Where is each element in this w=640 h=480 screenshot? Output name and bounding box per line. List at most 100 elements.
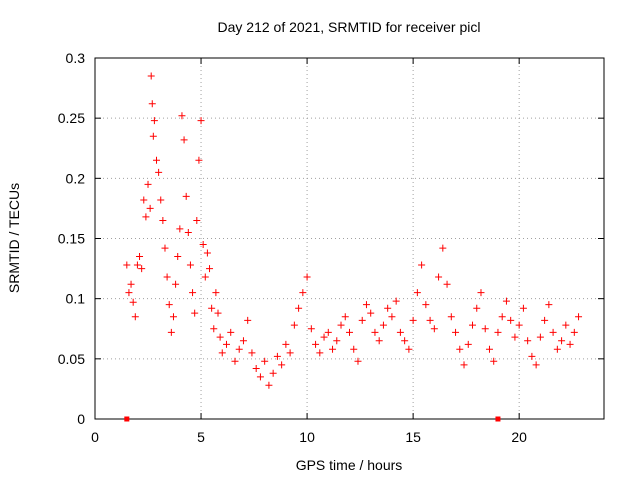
y-tick-label: 0.3: [66, 50, 86, 66]
data-point: [532, 361, 540, 369]
data-point: [456, 345, 464, 353]
data-point: [354, 357, 362, 365]
data-point: [320, 333, 328, 341]
data-point: [362, 301, 370, 309]
data-point: [222, 340, 230, 348]
data-point: [536, 333, 544, 341]
data-point: [206, 265, 214, 273]
data-point: [447, 313, 455, 321]
data-point: [146, 204, 154, 212]
chart-title: Day 212 of 2021, SRMTID for receiver pic…: [218, 19, 481, 35]
y-tick-label: 0.15: [58, 231, 85, 247]
data-point: [566, 340, 574, 348]
data-point: [290, 321, 298, 329]
data-point: [127, 280, 135, 288]
data-point: [163, 273, 171, 281]
data-point: [562, 321, 570, 329]
data-point: [282, 340, 290, 348]
data-point: [498, 313, 506, 321]
data-point: [477, 289, 485, 297]
data-point: [439, 244, 447, 252]
data-point: [392, 297, 400, 305]
data-point: [186, 261, 194, 269]
data-point: [178, 112, 186, 120]
data-point: [464, 340, 472, 348]
data-point: [426, 316, 434, 324]
data-point: [307, 325, 315, 333]
data-point: [502, 297, 510, 305]
data-point: [409, 316, 417, 324]
y-tick-label: 0.05: [58, 351, 85, 367]
data-point: [167, 328, 175, 336]
axis-marker: [495, 416, 501, 422]
x-tick-label: 15: [405, 429, 421, 445]
data-point: [524, 337, 532, 345]
data-point: [248, 349, 256, 357]
data-point: [138, 265, 146, 273]
data-point: [350, 345, 358, 353]
data-point: [430, 325, 438, 333]
data-point: [150, 117, 158, 125]
data-point: [149, 132, 157, 140]
data-point: [553, 345, 561, 353]
y-tick-label: 0: [77, 411, 85, 427]
data-point: [269, 369, 277, 377]
data-point: [303, 273, 311, 281]
data-point: [144, 180, 152, 188]
grid-lines: [95, 58, 604, 419]
data-point: [379, 321, 387, 329]
data-point: [261, 357, 269, 365]
data-point: [346, 328, 353, 336]
data-point: [460, 361, 468, 369]
data-point: [511, 333, 519, 341]
axis-marker: [124, 416, 130, 422]
data-point: [136, 253, 144, 261]
data-point: [203, 249, 211, 257]
data-point: [176, 225, 184, 233]
data-point: [131, 313, 139, 321]
axis-ticks: 0 0.05 0.1 0.15 0.2 0.25 0.3 0 5 10 15 20: [58, 50, 604, 445]
data-point: [197, 117, 205, 125]
x-tick-label: 0: [91, 429, 99, 445]
data-point: [159, 216, 167, 224]
data-point: [575, 313, 583, 321]
data-point: [193, 216, 201, 224]
data-point: [244, 316, 252, 324]
data-point: [367, 309, 375, 317]
data-point: [490, 357, 498, 365]
data-point: [147, 72, 155, 80]
data-point: [558, 337, 566, 345]
data-point: [153, 156, 161, 164]
data-point: [375, 337, 383, 345]
data-point: [165, 301, 173, 309]
data-point: [169, 313, 177, 321]
data-point: [528, 352, 536, 360]
data-point: [413, 289, 421, 297]
data-point: [182, 192, 190, 200]
data-point: [485, 345, 493, 353]
data-point: [418, 261, 426, 269]
data-point: [256, 373, 264, 381]
x-tick-label: 5: [197, 429, 205, 445]
data-point: [180, 136, 188, 144]
data-point: [195, 156, 203, 164]
data-points: [123, 72, 583, 389]
data-point: [507, 316, 515, 324]
data-point: [422, 301, 430, 309]
data-point: [452, 328, 460, 336]
data-point: [191, 309, 199, 317]
data-point: [405, 345, 413, 353]
y-axis-label: SRMTID / TECUs: [6, 183, 22, 293]
data-point: [252, 364, 260, 372]
data-point: [396, 328, 404, 336]
data-point: [435, 273, 443, 281]
data-point: [570, 328, 578, 336]
data-point: [388, 313, 396, 321]
data-point: [337, 321, 345, 329]
data-point: [161, 244, 169, 252]
data-point: [515, 321, 523, 329]
data-point: [174, 253, 182, 261]
data-point: [324, 328, 332, 336]
y-tick-label: 0.1: [66, 291, 86, 307]
